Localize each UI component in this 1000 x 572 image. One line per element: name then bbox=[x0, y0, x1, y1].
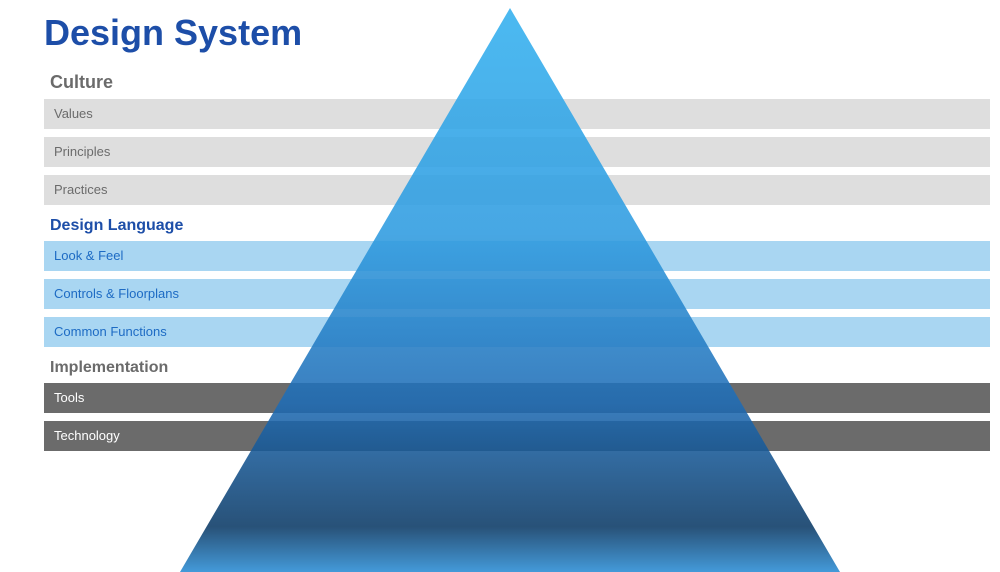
section-header-culture: Culture bbox=[44, 68, 990, 99]
section-header-implementation: Implementation bbox=[44, 355, 990, 383]
row-design-language-2: Common Functions bbox=[44, 317, 990, 347]
rows-container: CultureValues Principles Practices Design L… bbox=[44, 68, 990, 459]
row-culture-1: Principles bbox=[44, 137, 990, 167]
row-culture-2: Practices bbox=[44, 175, 990, 205]
row-implementation-1: Technology bbox=[44, 421, 990, 451]
section-header-design-language: Design Language bbox=[44, 213, 990, 241]
row-design-language-0: Look & Feel bbox=[44, 241, 990, 271]
row-culture-0: Values bbox=[44, 99, 990, 129]
page-title: Design System bbox=[44, 12, 302, 54]
row-implementation-0: Tools bbox=[44, 383, 990, 413]
row-design-language-1: Controls & Floorplans bbox=[44, 279, 990, 309]
